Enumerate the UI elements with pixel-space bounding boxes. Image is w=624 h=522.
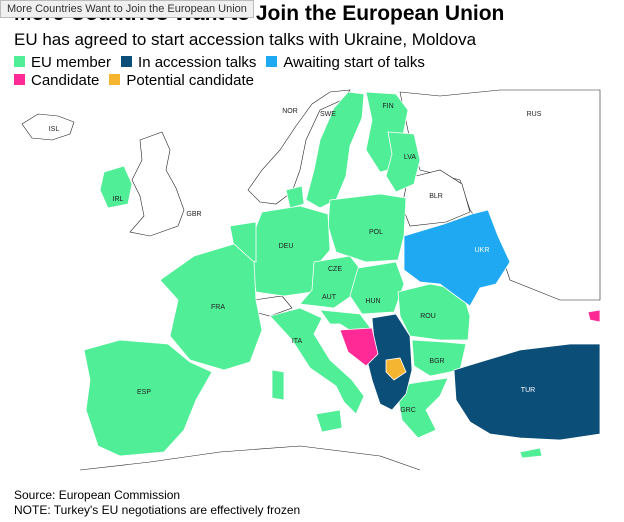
legend-label: EU member: [31, 54, 112, 71]
italy: [269, 307, 365, 415]
country-label: ITA: [292, 338, 303, 345]
country-label: NOR: [282, 108, 298, 115]
country-label: CZE: [328, 266, 342, 273]
country-label: BGR: [429, 358, 444, 365]
accession-talks: [365, 313, 601, 441]
subtitle: EU has agreed to start accession talks w…: [14, 30, 477, 49]
czech-austria: [299, 255, 365, 309]
legend-label: In accession talks: [138, 54, 257, 71]
sicily: [315, 409, 343, 433]
country-label: UKR: [475, 247, 490, 254]
africa-coast: [79, 445, 421, 471]
source: Source: European Commission: [14, 488, 181, 502]
country-label: ROU: [420, 313, 436, 320]
denmark: [285, 185, 305, 209]
country-label: GRC: [400, 407, 416, 414]
potential-candidates: [385, 357, 407, 381]
iberia: [83, 339, 213, 457]
country-label: POL: [369, 229, 383, 236]
legend: Candidate Potential candidate: [14, 72, 264, 89]
legend-swatch: [14, 74, 25, 85]
france: [159, 243, 263, 371]
country-label: RUS: [527, 111, 542, 118]
legend-label: Candidate: [31, 72, 100, 89]
legend-swatch: [266, 56, 278, 67]
poland: [327, 193, 407, 263]
candidates: [339, 309, 601, 367]
legend-swatch: [121, 56, 133, 67]
hungary-slovakia: [349, 261, 405, 315]
legend-item: Awaiting start of talks: [266, 54, 425, 71]
kosovo: [385, 357, 407, 381]
ireland: [99, 165, 133, 209]
country-label: AUT: [322, 294, 337, 301]
tooltip: More Countries Want to Join the European…: [0, 0, 254, 18]
gbr: [129, 131, 185, 237]
sardinia: [271, 369, 285, 401]
country-label: LVA: [404, 154, 417, 161]
legend: EU member In accession talks Awaiting star…: [14, 54, 435, 71]
bosnia: [339, 327, 379, 367]
country-label: GBR: [186, 211, 201, 218]
country-label: TUR: [521, 387, 535, 394]
legend-item: In accession talks: [121, 54, 256, 71]
russia: [399, 89, 601, 301]
iceland: [21, 113, 75, 141]
country-label: HUN: [365, 298, 380, 305]
turkey: [453, 343, 601, 441]
country-label: ESP: [137, 389, 151, 396]
note: NOTE: Turkey's EU negotiations are effec…: [14, 503, 301, 517]
country-label: FIN: [382, 103, 393, 110]
legend-label: Potential candidate: [126, 72, 254, 89]
country-label: BLR: [429, 193, 443, 200]
country-labels: NOR SWE FIN ISL RUS LVA IRL GBR BLR DEU POL UKR CZE F…: [49, 103, 542, 414]
eu-members: [83, 91, 543, 459]
legend-item: EU member: [14, 54, 111, 71]
legend-swatch: [14, 56, 25, 67]
country-label: ISL: [49, 126, 60, 133]
greece: [395, 377, 449, 439]
ukraine-moldova: [403, 209, 511, 307]
country-label: SWE: [320, 111, 336, 118]
georgia: [587, 309, 601, 323]
legend-item: Candidate: [14, 72, 99, 89]
legend-item: Potential candidate: [109, 72, 254, 89]
baltics: [385, 131, 421, 193]
legend-label: Awaiting start of talks: [283, 54, 425, 71]
romania: [397, 283, 471, 341]
cyprus: [519, 447, 543, 459]
country-label: FRA: [211, 304, 225, 311]
country-label: IRL: [113, 196, 124, 203]
legend-swatch: [109, 74, 121, 85]
country-label: DEU: [279, 243, 294, 250]
awaiting-talks: [403, 209, 511, 307]
